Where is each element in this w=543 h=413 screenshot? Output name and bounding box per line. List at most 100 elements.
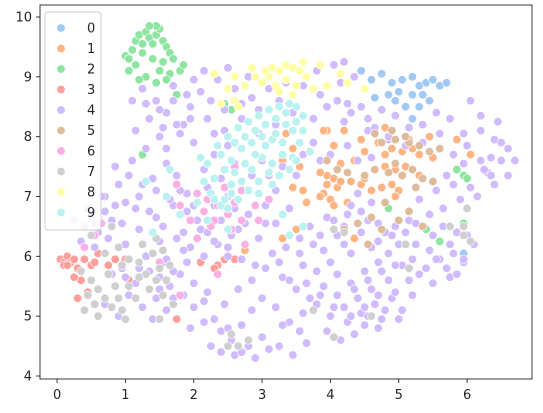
point-series-1 <box>346 177 356 187</box>
point-series-7 <box>79 305 89 315</box>
point-series-7 <box>90 299 100 309</box>
point-series-9 <box>278 209 288 219</box>
point-series-4 <box>476 126 486 136</box>
point-series-9 <box>213 141 223 151</box>
point-series-9 <box>281 108 291 118</box>
point-series-1 <box>322 180 332 190</box>
point-series-4 <box>424 245 434 255</box>
point-series-7 <box>83 290 93 300</box>
point-series-4 <box>373 236 383 246</box>
point-series-7 <box>465 236 475 246</box>
point-series-4 <box>319 245 329 255</box>
point-series-7 <box>155 314 165 324</box>
point-series-4 <box>151 96 161 106</box>
point-series-4 <box>459 129 469 139</box>
point-series-5 <box>380 197 390 207</box>
point-series-4 <box>424 209 434 219</box>
point-series-4 <box>223 251 233 261</box>
point-series-1 <box>349 233 359 243</box>
point-series-5 <box>404 206 414 216</box>
point-series-9 <box>291 117 301 127</box>
legend-label: 4 <box>87 104 95 119</box>
point-series-4 <box>390 287 400 297</box>
legend-label: 5 <box>87 124 95 139</box>
point-series-4 <box>414 194 424 204</box>
point-series-4 <box>189 138 199 148</box>
point-series-1 <box>315 191 325 201</box>
point-series-4 <box>370 299 380 309</box>
point-series-9 <box>291 156 301 166</box>
point-series-9 <box>209 174 219 184</box>
point-series-6 <box>237 215 247 225</box>
point-series-4 <box>363 114 373 124</box>
point-series-2 <box>158 57 168 67</box>
point-series-0 <box>418 90 428 100</box>
point-series-5 <box>390 159 400 169</box>
point-series-8 <box>360 84 370 94</box>
point-series-9 <box>288 126 298 136</box>
point-series-4 <box>291 171 301 181</box>
point-series-8 <box>247 63 257 73</box>
point-series-4 <box>315 230 325 240</box>
point-series-0 <box>401 102 411 112</box>
point-series-4 <box>161 305 171 315</box>
point-series-4 <box>151 186 161 196</box>
point-series-1 <box>329 200 339 210</box>
point-series-7 <box>110 281 120 291</box>
point-series-4 <box>431 108 441 118</box>
point-series-9 <box>274 102 284 112</box>
point-series-1 <box>377 183 387 193</box>
legend-marker-6 <box>56 146 66 156</box>
point-series-4 <box>288 350 298 360</box>
legend-marker-0 <box>56 23 66 33</box>
point-series-4 <box>390 260 400 270</box>
point-series-4 <box>339 302 349 312</box>
point-series-4 <box>233 284 243 294</box>
point-series-1 <box>329 141 339 151</box>
point-series-7 <box>243 335 253 345</box>
point-series-4 <box>476 156 486 166</box>
point-series-8 <box>336 69 346 79</box>
point-series-7 <box>124 281 134 291</box>
point-series-4 <box>342 141 352 151</box>
point-series-1 <box>390 191 400 201</box>
point-series-9 <box>298 221 308 231</box>
legend-marker-3 <box>56 85 66 95</box>
point-series-9 <box>199 177 209 187</box>
point-series-6 <box>192 189 202 199</box>
x-tick-label: 2 <box>190 388 198 403</box>
point-series-6 <box>199 206 209 216</box>
point-series-4 <box>301 338 311 348</box>
point-series-7 <box>138 239 148 249</box>
point-series-4 <box>110 162 120 172</box>
point-series-4 <box>373 323 383 333</box>
point-series-8 <box>291 81 301 91</box>
legend-marker-4 <box>56 105 66 115</box>
point-series-0 <box>370 93 380 103</box>
point-series-2 <box>131 60 141 70</box>
point-series-1 <box>356 135 366 145</box>
point-series-1 <box>465 150 475 160</box>
point-series-4 <box>404 123 414 133</box>
point-series-9 <box>202 159 212 169</box>
point-series-0 <box>356 66 366 76</box>
point-series-7 <box>103 269 113 279</box>
point-series-4 <box>455 194 465 204</box>
point-series-9 <box>230 138 240 148</box>
point-series-4 <box>363 275 373 285</box>
point-series-6 <box>250 200 260 210</box>
point-series-4 <box>383 248 393 258</box>
point-series-4 <box>291 284 301 294</box>
point-series-7 <box>161 275 171 285</box>
point-series-6 <box>172 180 182 190</box>
point-series-4 <box>155 132 165 142</box>
point-series-4 <box>342 99 352 109</box>
point-series-7 <box>223 341 233 351</box>
point-series-4 <box>373 290 383 300</box>
point-series-7 <box>226 329 236 339</box>
point-series-0 <box>387 78 397 88</box>
point-series-2 <box>127 45 137 55</box>
point-series-2 <box>462 174 472 184</box>
point-series-9 <box>281 120 291 130</box>
point-series-4 <box>329 60 339 70</box>
